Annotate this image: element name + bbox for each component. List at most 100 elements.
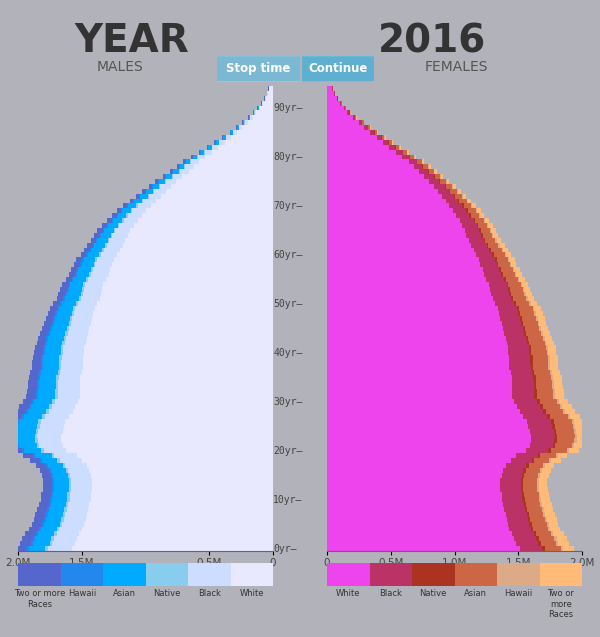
Bar <box>82 527 273 531</box>
Bar <box>34 541 50 546</box>
Bar <box>142 199 143 203</box>
Bar <box>41 370 58 375</box>
Bar <box>182 174 273 179</box>
Bar <box>208 145 212 150</box>
Bar <box>74 262 80 267</box>
Bar <box>218 145 273 150</box>
Bar <box>327 257 479 262</box>
Text: 20yr–: 20yr– <box>273 446 302 455</box>
Bar <box>50 497 52 502</box>
Bar <box>445 184 446 189</box>
Text: Asian: Asian <box>464 589 487 599</box>
Bar <box>327 345 508 350</box>
Bar <box>355 115 356 120</box>
Bar <box>28 380 37 385</box>
Bar <box>123 203 127 208</box>
Bar <box>478 223 487 228</box>
Bar <box>104 248 120 252</box>
Bar <box>54 536 77 541</box>
Bar <box>71 482 92 487</box>
Bar <box>76 257 82 262</box>
Bar <box>237 125 239 130</box>
Bar <box>55 311 57 316</box>
Bar <box>89 468 273 473</box>
Text: Hawaii: Hawaii <box>68 589 96 599</box>
Bar <box>71 478 92 482</box>
Bar <box>497 257 508 262</box>
Bar <box>552 380 554 385</box>
Bar <box>52 321 53 326</box>
Bar <box>93 243 94 248</box>
Bar <box>327 287 490 292</box>
Bar <box>488 223 493 228</box>
Bar <box>48 463 63 468</box>
Bar <box>4 429 15 434</box>
Bar <box>455 194 462 199</box>
Bar <box>396 150 403 155</box>
Bar <box>44 448 67 453</box>
Bar <box>51 536 54 541</box>
Bar <box>85 345 273 350</box>
Bar <box>538 541 541 546</box>
Bar <box>540 453 556 458</box>
Bar <box>568 414 570 419</box>
Bar <box>555 389 563 394</box>
Bar <box>327 277 487 282</box>
Bar <box>52 326 67 331</box>
Bar <box>519 277 525 282</box>
Bar <box>243 120 244 125</box>
Bar <box>517 306 518 311</box>
Text: 60yr–: 60yr– <box>273 250 302 260</box>
Bar <box>101 252 118 257</box>
Bar <box>327 453 515 458</box>
Bar <box>53 316 55 321</box>
Bar <box>544 507 553 512</box>
Bar <box>27 389 36 394</box>
Bar <box>263 101 273 106</box>
Bar <box>557 399 559 404</box>
Bar <box>530 365 533 370</box>
Bar <box>577 438 587 443</box>
Bar <box>118 213 127 218</box>
Bar <box>458 199 459 203</box>
Bar <box>503 272 515 277</box>
Bar <box>49 502 51 507</box>
Bar <box>539 536 554 541</box>
Bar <box>557 438 574 443</box>
Bar <box>535 394 537 399</box>
Bar <box>52 453 54 458</box>
Bar <box>523 482 537 487</box>
Bar <box>95 262 112 267</box>
Bar <box>462 223 476 228</box>
Bar <box>41 448 44 453</box>
Bar <box>65 463 87 468</box>
Bar <box>256 110 273 115</box>
Bar <box>134 199 142 203</box>
Bar <box>44 321 52 326</box>
Bar <box>479 257 495 262</box>
Bar <box>41 355 43 360</box>
Bar <box>553 385 554 389</box>
Bar <box>103 223 107 228</box>
Bar <box>91 272 109 277</box>
Bar <box>526 292 532 296</box>
Bar <box>37 443 39 448</box>
Bar <box>544 512 545 517</box>
Bar <box>53 473 68 478</box>
Bar <box>441 174 443 179</box>
Bar <box>130 228 273 233</box>
Bar <box>71 321 91 326</box>
Bar <box>170 169 173 174</box>
Bar <box>41 365 43 370</box>
Bar <box>529 522 532 527</box>
Bar <box>563 409 565 414</box>
Bar <box>40 424 64 429</box>
Bar <box>364 125 368 130</box>
Bar <box>327 145 389 150</box>
Bar <box>46 409 49 414</box>
Bar <box>136 203 137 208</box>
Bar <box>48 336 64 341</box>
Bar <box>24 448 41 453</box>
Bar <box>554 419 572 424</box>
Bar <box>512 531 533 536</box>
